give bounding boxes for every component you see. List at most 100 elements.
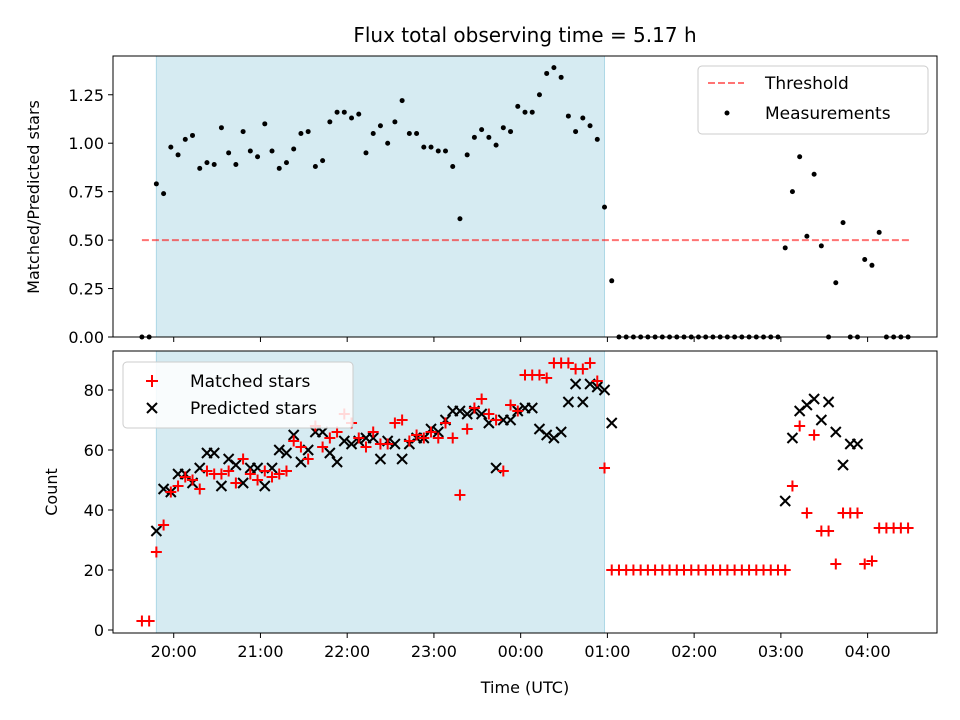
measurement-point [479, 127, 485, 133]
measurement-point [840, 220, 846, 226]
measurement-point [457, 216, 463, 222]
predicted-point [230, 459, 242, 471]
matched-point [302, 453, 314, 465]
measurement-point [782, 245, 788, 251]
y-tick-label: 1.25 [68, 86, 104, 105]
measurement-point [486, 134, 492, 140]
measurement-point [175, 152, 181, 158]
predicted-point [374, 453, 387, 465]
measurement-point [153, 181, 159, 187]
x-tick-label: 04:00 [845, 642, 891, 661]
matched-point [591, 375, 603, 387]
matched-point [461, 423, 473, 435]
measurement-point [392, 119, 398, 125]
legend-matched-label: Matched stars [190, 372, 310, 392]
measurement-point [370, 131, 376, 137]
top-legend: Threshold Measurements [697, 65, 929, 135]
y-tick-label: 80 [84, 381, 104, 400]
predicted-point [208, 447, 220, 459]
matched-point [483, 408, 495, 420]
predicted-point [237, 477, 249, 489]
legend-predicted-label: Predicted stars [190, 399, 317, 419]
matched-point [562, 357, 574, 369]
measurement-point [190, 132, 196, 138]
bottom-y-axis-label: Count [42, 468, 61, 516]
measurement-point [833, 280, 839, 286]
matched-point [823, 525, 835, 537]
matched-point [533, 369, 545, 381]
matched-point [808, 429, 820, 441]
legend-measurements-label: Measurements [765, 104, 891, 124]
y-tick-label: 60 [84, 441, 104, 460]
measurement-point [797, 154, 803, 160]
predicted-point [786, 432, 799, 444]
measurement-point [233, 162, 239, 168]
predicted-point [150, 525, 163, 537]
predicted-point [526, 402, 538, 414]
matched-point [512, 405, 524, 417]
measurement-point [818, 243, 824, 249]
measurement-point [594, 136, 600, 142]
measurement-point [464, 152, 470, 158]
top-y-ticks: 0.00 0.25 0.50 0.75 1.00 1.25 [68, 86, 113, 347]
measurement-point [341, 109, 347, 115]
y-tick-label: 1.00 [68, 134, 104, 153]
predicted-point [331, 456, 343, 468]
measurement-point [356, 111, 362, 117]
measurement-point [450, 163, 456, 169]
measurement-point [565, 113, 571, 119]
measurement-point [789, 189, 795, 195]
predicted-point [338, 435, 351, 447]
top-observing-span [156, 56, 605, 337]
matched-point [266, 471, 278, 483]
predicted-point [324, 447, 336, 459]
matched-point [165, 486, 177, 498]
matched-point [237, 453, 249, 465]
predicted-point [475, 408, 488, 420]
matched-point [418, 432, 430, 444]
matched-point [866, 555, 878, 567]
measurement-point [580, 115, 586, 121]
y-tick-label: 20 [84, 561, 104, 580]
matched-point [403, 435, 415, 447]
bottom-y-ticks: 0 20 40 60 80 [84, 381, 113, 640]
matched-point [476, 393, 488, 405]
matched-point [367, 426, 379, 438]
matched-point [432, 432, 444, 444]
measurement-point [276, 165, 282, 171]
measurement-point [197, 165, 203, 171]
matched-point [902, 522, 914, 534]
matched-point [490, 414, 502, 426]
predicted-point [815, 414, 828, 426]
measurement-point [421, 144, 427, 150]
predicted-point [432, 426, 444, 438]
measurement-point [442, 148, 448, 154]
measurement-point [862, 256, 868, 262]
y-tick-label: 0.50 [68, 231, 104, 250]
measurement-point [536, 92, 542, 98]
measurement-point [876, 229, 882, 235]
predicted-point [577, 396, 589, 408]
measurement-point [262, 121, 268, 127]
matched-point [439, 417, 451, 429]
measurement-point [529, 109, 535, 115]
measurement-point [399, 98, 405, 104]
predicted-point [316, 426, 329, 438]
predicted-point [851, 438, 864, 450]
matched-point [468, 402, 480, 414]
predicted-point [540, 429, 553, 441]
predicted-point [562, 396, 575, 408]
matched-point [259, 465, 271, 477]
predicted-point [367, 432, 379, 444]
matched-point [288, 435, 300, 447]
measurement-point [385, 140, 391, 146]
legend-measurements-swatch [724, 110, 730, 116]
measurement-point [255, 154, 261, 160]
measurement-point [161, 191, 167, 197]
measurement-point [269, 148, 275, 154]
matched-point [179, 471, 191, 483]
predicted-point [591, 381, 603, 393]
matched-point [317, 441, 329, 453]
matched-point [150, 546, 162, 558]
matched-point [295, 441, 307, 453]
